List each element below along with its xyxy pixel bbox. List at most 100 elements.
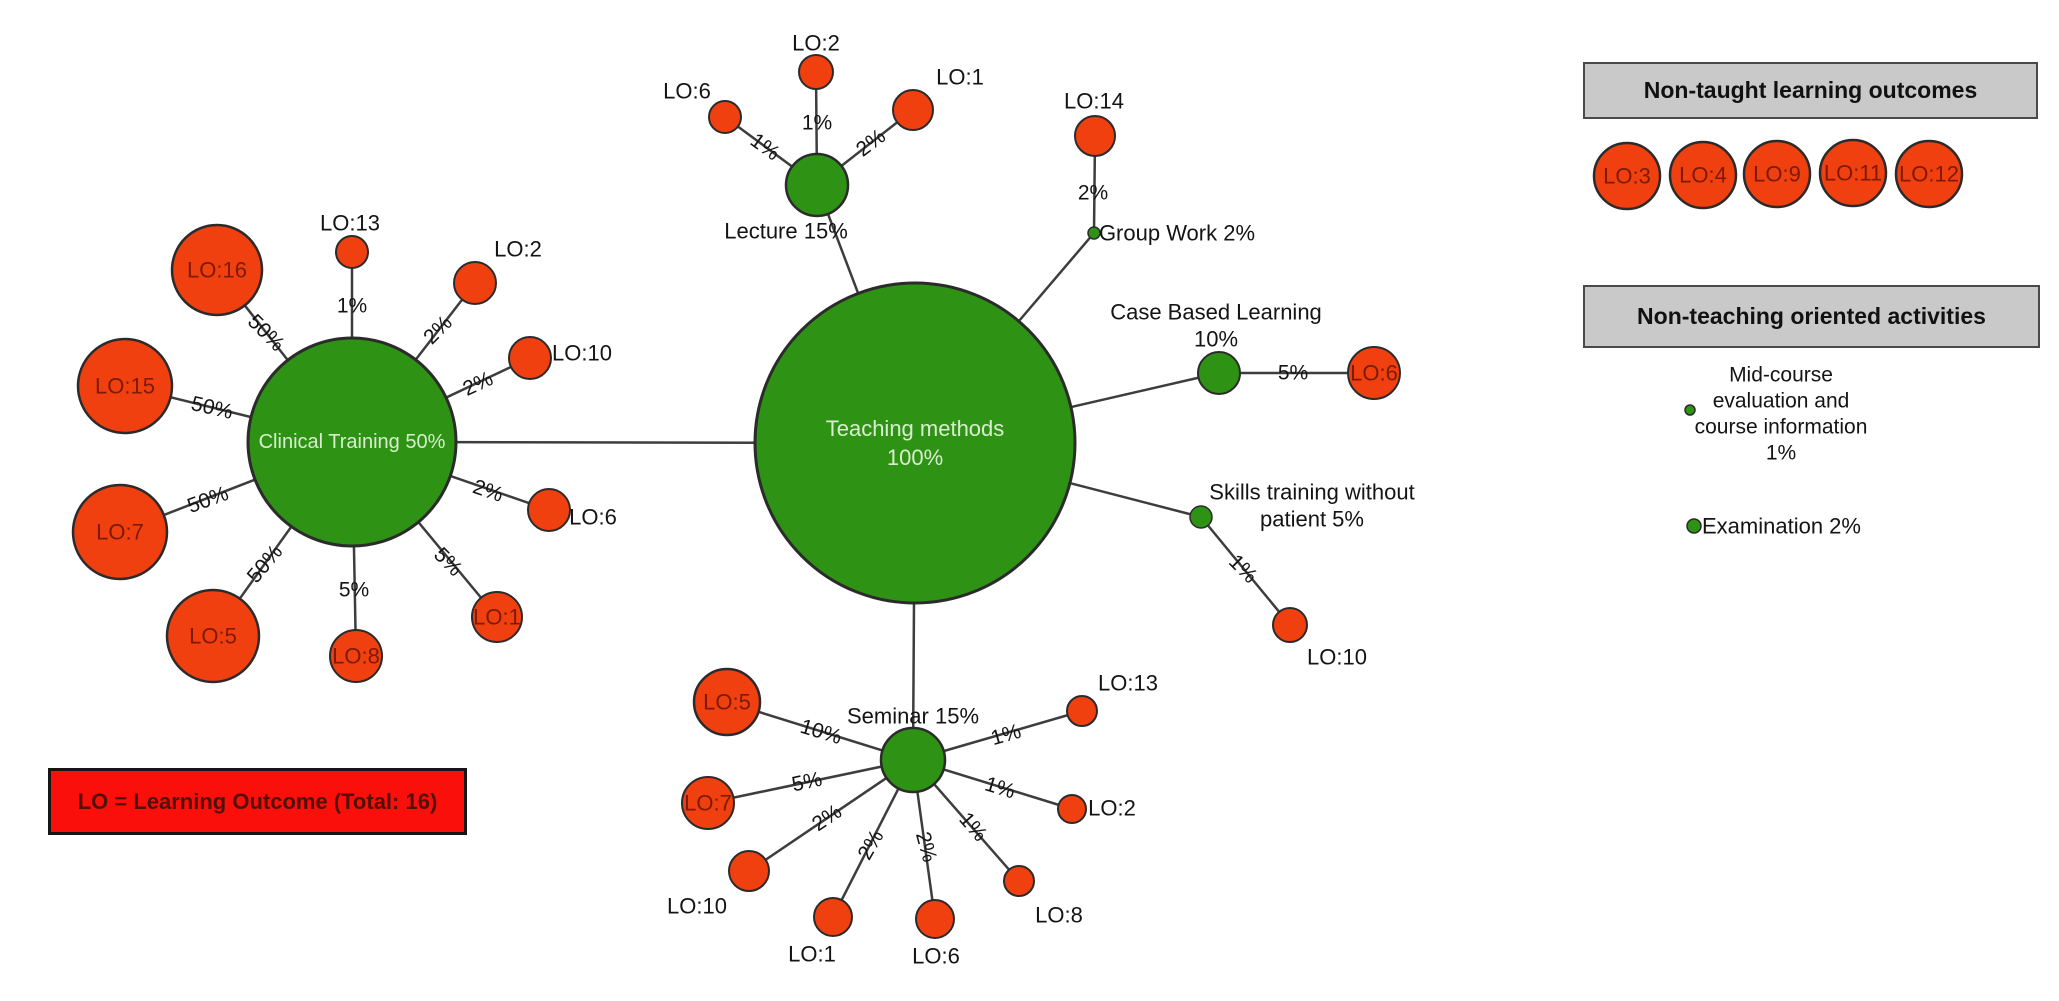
node-label-sem-lo10: LO:10 bbox=[667, 894, 727, 919]
node-label-examination-dot: Examination 2% bbox=[1702, 514, 1861, 539]
node-ct-lo8 bbox=[329, 629, 383, 683]
node-ct-lo7 bbox=[71, 483, 169, 581]
edge-percent-seminar--sem-lo13: 1% bbox=[988, 720, 1024, 750]
node-ct-lo5 bbox=[165, 588, 261, 684]
node-inside-label-teaching-methods: Teaching methods bbox=[826, 416, 1005, 441]
node-label-midcourse-dot: Mid-course bbox=[1729, 364, 1833, 387]
edge-percent-seminar--sem-lo2: 1% bbox=[982, 773, 1018, 804]
node-inside-label-ct-lo5: LO:5 bbox=[189, 624, 237, 649]
legend-box: LO = Learning Outcome (Total: 16) bbox=[48, 768, 467, 835]
node-label-skills-training: Skills training without bbox=[1209, 480, 1414, 505]
node-clinical-training bbox=[246, 336, 458, 548]
node-inside-label-ct-lo7: LO:7 bbox=[96, 520, 144, 545]
edge-percent-clinical-training--ct-lo13: 1% bbox=[337, 295, 367, 318]
node-examination-dot bbox=[1686, 518, 1702, 534]
edge-seminar--sem-lo7 bbox=[707, 758, 914, 805]
node-label-case-based-learning: 10% bbox=[1194, 327, 1238, 352]
edge-percent-clinical-training--ct-lo7: 50% bbox=[184, 482, 231, 518]
node-label-skills-training: patient 5% bbox=[1260, 507, 1364, 532]
edge-percent-clinical-training--ct-lo16: 50% bbox=[243, 310, 289, 356]
node-lecture bbox=[784, 152, 850, 218]
edge-percent-clinical-training--ct-lo2: 2% bbox=[419, 311, 457, 349]
node-nt-lo4 bbox=[1668, 140, 1738, 210]
node-cbl-lo6 bbox=[1347, 346, 1401, 400]
node-inside-label-ct-lo16: LO:16 bbox=[187, 258, 247, 283]
node-inside-label-teaching-methods: 100% bbox=[887, 445, 943, 470]
edge-percent-lecture--lec-lo1: 2% bbox=[852, 125, 890, 162]
node-inside-label-nt-lo9: LO:9 bbox=[1753, 162, 1801, 187]
non-taught-header-box: Non-taught learning outcomes bbox=[1583, 62, 2038, 119]
node-label-case-based-learning: Case Based Learning bbox=[1110, 300, 1322, 325]
node-label-sk-lo10: LO:10 bbox=[1307, 645, 1367, 670]
node-ct-lo6 bbox=[527, 488, 571, 532]
node-label-sem-lo1: LO:1 bbox=[788, 942, 836, 967]
node-inside-label-sem-lo7: LO:7 bbox=[684, 791, 732, 816]
node-lec-lo2 bbox=[798, 54, 834, 90]
edge-percent-lecture--lec-lo6: 1% bbox=[746, 129, 784, 165]
node-seminar bbox=[879, 726, 947, 794]
node-sem-lo13 bbox=[1066, 695, 1098, 727]
non-teaching-header-label: Non-teaching oriented activities bbox=[1637, 303, 1986, 329]
node-sem-lo5 bbox=[692, 667, 762, 737]
node-inside-label-sem-lo5: LO:5 bbox=[703, 690, 751, 715]
edge-percent-seminar--sem-lo1: 2% bbox=[853, 826, 888, 864]
node-ct-lo13 bbox=[335, 235, 369, 269]
edge-percent-clinical-training--ct-lo15: 50% bbox=[189, 392, 235, 424]
edge-percent-clinical-training--ct-lo10: 2% bbox=[459, 367, 496, 401]
node-nt-lo11 bbox=[1818, 138, 1888, 208]
edge-percent-seminar--sem-lo7: 5% bbox=[790, 768, 824, 797]
node-label-seminar: Seminar 15% bbox=[847, 704, 979, 729]
node-label-midcourse-dot: 1% bbox=[1766, 442, 1796, 465]
nodes bbox=[71, 54, 1964, 939]
node-label-lec-lo6: LO:6 bbox=[663, 79, 711, 104]
node-label-midcourse-dot: evaluation and bbox=[1713, 390, 1850, 413]
node-inside-label-nt-lo3: LO:3 bbox=[1603, 164, 1651, 189]
node-inside-label-ct-lo8: LO:8 bbox=[332, 644, 380, 669]
edge-percent-clinical-training--ct-lo5: 50% bbox=[243, 541, 288, 588]
edge-percent-case-based-learning--cbl-lo6: 5% bbox=[1278, 362, 1308, 385]
non-teaching-header-box: Non-teaching oriented activities bbox=[1583, 285, 2040, 348]
node-label-sem-lo6: LO:6 bbox=[912, 944, 960, 969]
node-sem-lo7 bbox=[681, 776, 735, 830]
node-sem-lo6 bbox=[915, 899, 955, 939]
node-label-ct-lo6: LO:6 bbox=[569, 505, 617, 530]
node-ct-lo10 bbox=[508, 336, 552, 380]
legend-label: LO = Learning Outcome (Total: 16) bbox=[77, 788, 438, 814]
node-label-sem-lo8: LO:8 bbox=[1035, 903, 1083, 928]
node-midcourse-dot bbox=[1684, 404, 1696, 416]
node-inside-label-clinical-training: Clinical Training 50% bbox=[259, 431, 446, 453]
edge-percent-clinical-training--ct-lo8: 5% bbox=[339, 579, 369, 602]
non-taught-header-label: Non-taught learning outcomes bbox=[1643, 77, 1978, 103]
node-ct-lo16 bbox=[170, 223, 264, 317]
node-ct-lo2 bbox=[453, 261, 497, 305]
node-lec-lo1 bbox=[892, 89, 934, 131]
edge-percent-clinical-training--ct-lo6: 2% bbox=[470, 475, 506, 507]
node-sem-lo1 bbox=[813, 897, 853, 937]
node-nt-lo12 bbox=[1894, 139, 1964, 209]
node-label-lecture: Lecture 15% bbox=[724, 219, 848, 244]
node-inside-label-nt-lo4: LO:4 bbox=[1679, 163, 1727, 188]
node-label-lec-lo1: LO:1 bbox=[936, 65, 984, 90]
node-label-sem-lo13: LO:13 bbox=[1098, 671, 1158, 696]
node-label-ct-lo13: LO:13 bbox=[320, 211, 380, 236]
node-sem-lo8 bbox=[1003, 865, 1035, 897]
node-lec-lo6 bbox=[708, 100, 742, 134]
node-sem-lo10 bbox=[728, 850, 770, 892]
edge-percent-lecture--lec-lo2: 1% bbox=[802, 112, 832, 135]
node-ct-lo1 bbox=[471, 591, 523, 643]
node-inside-label-nt-lo12: LO:12 bbox=[1899, 162, 1959, 187]
node-group-work bbox=[1087, 226, 1101, 240]
node-label-group-work: Group Work 2% bbox=[1099, 221, 1255, 246]
node-inside-label-nt-lo11: LO:11 bbox=[1824, 161, 1882, 186]
node-case-based-learning bbox=[1197, 351, 1241, 395]
node-teaching-methods bbox=[753, 281, 1077, 605]
node-inside-label-ct-lo1: LO:1 bbox=[473, 605, 521, 630]
edge-skills-training--sk-lo10 bbox=[1200, 516, 1291, 626]
edge-percent-seminar--sem-lo5: 10% bbox=[798, 715, 845, 749]
node-label-lec-lo2: LO:2 bbox=[792, 31, 840, 56]
node-sk-lo10 bbox=[1272, 607, 1308, 643]
node-nt-lo3 bbox=[1592, 141, 1662, 211]
node-label-ct-lo2: LO:2 bbox=[494, 237, 542, 262]
